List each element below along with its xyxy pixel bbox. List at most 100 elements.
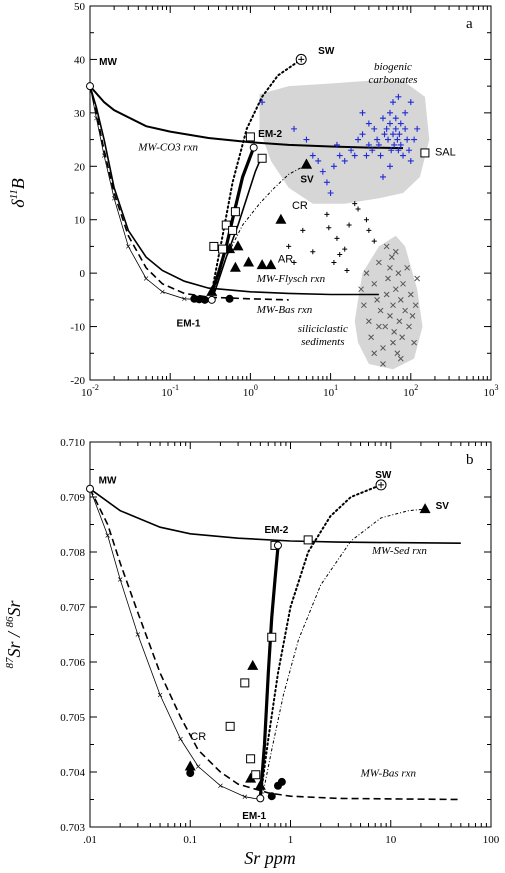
data-point — [387, 264, 393, 271]
data-point — [386, 109, 393, 116]
data-point — [388, 254, 395, 260]
data-point — [383, 243, 390, 250]
data-point — [375, 141, 382, 148]
data-point — [414, 275, 421, 282]
data-point — [363, 152, 370, 159]
x-tick-exponent: 2 — [414, 383, 418, 392]
data-point — [229, 261, 241, 272]
data-point — [402, 109, 409, 116]
data-point — [275, 213, 287, 224]
data-point — [206, 285, 218, 296]
data-point — [371, 280, 378, 287]
y-tick-label: 0.707 — [60, 602, 85, 614]
data-point — [291, 125, 298, 132]
data-point — [346, 222, 352, 228]
x-axis-title: Sr ppm — [244, 848, 296, 868]
data-point — [369, 147, 376, 154]
x-tick-label: 1 — [288, 834, 294, 846]
data-point — [371, 125, 378, 132]
data-point — [267, 792, 276, 801]
data-point — [411, 136, 418, 143]
panel-b: .01 0.1 1 10 100 0.703 0.704 0.705 0.706 0.707 0.7… — [4, 437, 500, 846]
y-tick-label: 0.705 — [60, 712, 85, 724]
data-point — [184, 760, 196, 771]
data-point — [420, 148, 430, 158]
region-0 — [259, 80, 430, 204]
data-point — [256, 259, 268, 270]
data-point — [337, 251, 343, 257]
plot-frame — [89, 441, 492, 828]
curve-6 — [210, 58, 303, 293]
data-point — [379, 115, 386, 122]
data-point — [232, 240, 244, 251]
x-tick-exponent: -1 — [172, 383, 179, 392]
curve-label: MW-Sed rxn — [371, 545, 427, 557]
y-tick-label: 0.706 — [60, 657, 85, 669]
data-point — [368, 334, 374, 341]
data-point — [334, 235, 340, 241]
data-point — [407, 99, 414, 106]
data-point — [394, 350, 401, 357]
data-point — [386, 120, 393, 127]
data-point — [390, 99, 397, 106]
data-point — [324, 211, 330, 217]
data-point — [361, 302, 367, 309]
x-tick-label: 102 — [403, 383, 418, 399]
data-point — [330, 163, 337, 170]
y-tick-label: 0 — [80, 268, 86, 280]
data-point — [265, 259, 277, 270]
panel-a: 10-2 10-1 100 101 102 103-20-1001020304050MWS… — [8, 1, 499, 399]
curve-0 — [89, 488, 461, 544]
curve-mark — [143, 276, 149, 281]
curve-mark — [157, 692, 163, 698]
data-point — [390, 131, 397, 138]
x-tick-label: 0.1 — [183, 834, 197, 846]
data-point — [407, 291, 414, 298]
data-point — [243, 256, 255, 267]
data-point — [400, 280, 406, 287]
endmember-marker-cross — [378, 481, 385, 488]
y-tick-label: 0.703 — [60, 822, 85, 834]
endmember-label: SW — [318, 46, 335, 57]
curve-mark — [105, 533, 110, 538]
data-point — [230, 207, 240, 217]
data-point — [352, 201, 358, 207]
endmember-label: SV — [300, 174, 314, 185]
y-axis-title: δ11B — [8, 178, 28, 208]
curve-mark — [195, 764, 201, 769]
data-point — [392, 115, 399, 122]
x-tick-exponent: 3 — [495, 383, 499, 392]
y-tick-label: 30 — [74, 108, 86, 120]
y-title-sup: 87 — [4, 657, 16, 669]
curve-2 — [89, 85, 289, 301]
data-point — [359, 131, 366, 138]
data-point — [251, 770, 261, 780]
curve-2 — [89, 488, 261, 800]
data-point — [246, 754, 256, 764]
y-tick-label: 0.709 — [60, 492, 85, 504]
curve-mark — [135, 632, 141, 637]
data-point — [363, 270, 370, 276]
data-point — [327, 190, 334, 196]
data-point — [331, 259, 337, 265]
x-tick-label: 100 — [243, 383, 258, 399]
y-tick-label: 0.704 — [60, 767, 85, 779]
data-point — [323, 179, 330, 186]
data-point — [377, 152, 384, 159]
data-point — [218, 244, 228, 254]
data-point — [315, 157, 322, 164]
endmember-marker — [256, 794, 265, 803]
data-point — [355, 136, 362, 143]
y-title-tail: Sr — [4, 600, 24, 617]
data-point — [286, 243, 292, 249]
endmember-marker — [419, 503, 431, 514]
data-point — [395, 270, 402, 276]
data-point — [374, 136, 381, 143]
data-point — [359, 109, 366, 116]
curve-3 — [89, 86, 209, 301]
data-point — [348, 147, 355, 154]
data-point — [399, 334, 405, 341]
data-point — [245, 772, 257, 783]
data-point — [291, 259, 297, 265]
